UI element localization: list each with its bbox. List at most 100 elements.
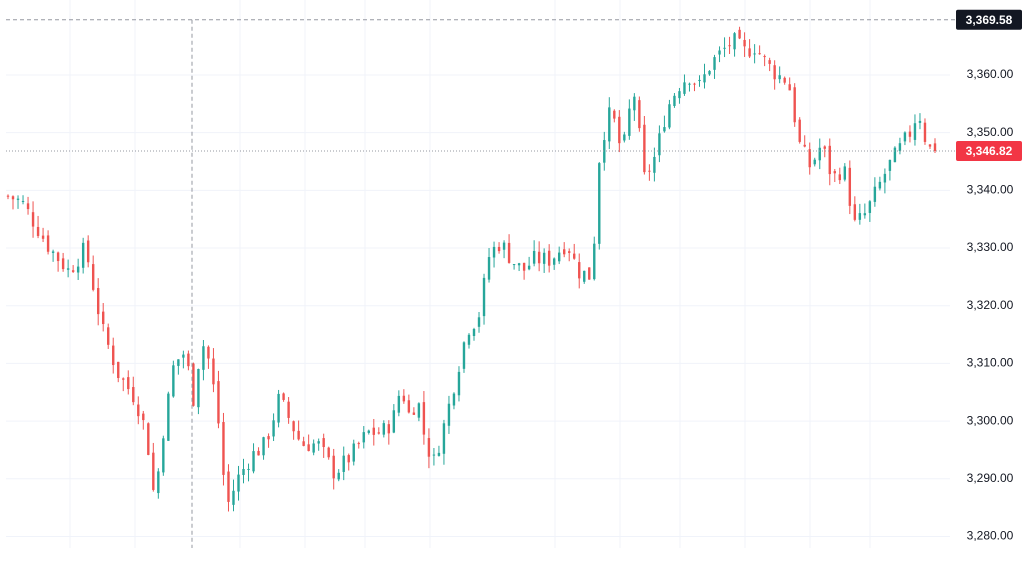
candle-down — [297, 420, 300, 441]
candle-up — [542, 248, 546, 273]
candle-up — [352, 439, 355, 466]
candle-up — [172, 360, 175, 398]
candle-down — [102, 303, 105, 332]
candle-down — [192, 362, 195, 407]
candle-up — [863, 203, 867, 219]
candle-down — [828, 138, 831, 186]
candle-up — [157, 468, 160, 499]
candle-down — [387, 420, 391, 445]
candle-up — [888, 159, 892, 181]
candle-down — [738, 26, 741, 40]
candle-up — [813, 157, 816, 167]
candle-down — [217, 370, 220, 429]
candle-down — [693, 82, 696, 92]
candle-up — [883, 168, 887, 194]
candle-up — [417, 402, 421, 422]
candle-down — [26, 196, 30, 215]
candle-up — [628, 99, 631, 140]
candle-down — [212, 348, 215, 393]
candle-down — [763, 54, 766, 67]
candle-up — [673, 93, 676, 108]
candle-down — [322, 433, 325, 458]
candle-up — [81, 237, 85, 274]
candle-up — [918, 113, 922, 130]
candle-down — [743, 32, 746, 57]
candle-up — [482, 273, 486, 325]
candle-down — [142, 410, 145, 430]
candle-up — [442, 419, 446, 465]
candle-down — [122, 377, 125, 392]
candle-up — [312, 439, 315, 456]
candle-down — [522, 262, 526, 280]
candle-up — [337, 469, 340, 482]
candle-up — [778, 66, 781, 84]
crosshair-price-label: 3,369.58 — [966, 13, 1013, 27]
candle-up — [247, 463, 250, 482]
candle-down — [292, 420, 295, 440]
candle-up — [898, 137, 902, 155]
candle-up — [277, 389, 280, 428]
candle-up — [753, 44, 756, 64]
candle-up — [362, 426, 365, 449]
candle-up — [502, 240, 506, 259]
candle-up — [392, 404, 396, 434]
candle-down — [147, 422, 150, 456]
candle-up — [382, 420, 386, 438]
candle-up — [237, 465, 240, 501]
candle-down — [132, 376, 135, 406]
candle-up — [713, 54, 716, 79]
candle-up — [472, 327, 476, 341]
candle-up — [878, 176, 882, 191]
candle-up — [557, 246, 561, 265]
candle-down — [222, 412, 225, 486]
candle-up — [703, 63, 706, 89]
candle-down — [728, 36, 731, 55]
candle-down — [41, 227, 45, 243]
candle-up — [477, 311, 481, 333]
candle-down — [36, 215, 40, 239]
last-price-label: 3,346.82 — [966, 144, 1013, 158]
candle-down — [928, 144, 932, 150]
price-axis[interactable]: 3,360.00 3,350.00 3,340.00 3,330.00 3,320.00… — [967, 67, 1014, 542]
candle-down — [357, 441, 360, 449]
candle-down — [91, 255, 95, 292]
price-tick-label: 3,350.00 — [967, 125, 1014, 139]
candle-down — [377, 427, 380, 435]
candle-down — [427, 428, 431, 469]
candle-up — [718, 46, 721, 63]
candle-down — [758, 45, 761, 55]
price-tick-label: 3,340.00 — [967, 183, 1014, 197]
candle-up — [658, 125, 661, 163]
candle-down — [86, 235, 90, 268]
candle-up — [608, 97, 611, 150]
price-tick-label: 3,280.00 — [967, 529, 1014, 543]
candle-up — [197, 368, 200, 415]
grid-lines — [6, 0, 950, 548]
candle-up — [262, 436, 265, 460]
candle-up — [492, 241, 496, 268]
candle-up — [272, 413, 275, 442]
candle-down — [648, 164, 651, 181]
candle-down — [327, 446, 330, 460]
candle-up — [167, 391, 170, 441]
price-tick-label: 3,300.00 — [967, 413, 1014, 427]
candle-up — [467, 333, 471, 349]
candle-down — [497, 242, 501, 254]
candle-up — [232, 479, 235, 512]
candle-up — [698, 75, 701, 87]
candle-up — [317, 438, 320, 451]
candle-up — [487, 248, 491, 283]
candle-up — [708, 70, 711, 76]
candle-up — [858, 203, 862, 225]
candle-up — [603, 131, 606, 171]
candle-up — [653, 147, 656, 182]
candle-up — [583, 270, 586, 284]
candle-up — [517, 262, 521, 272]
candle-down — [96, 278, 100, 326]
candle-up — [437, 445, 441, 457]
price-tick-label: 3,360.00 — [967, 67, 1014, 81]
candle-up — [202, 340, 205, 381]
candle-down — [267, 433, 270, 448]
candle-down — [302, 436, 305, 447]
